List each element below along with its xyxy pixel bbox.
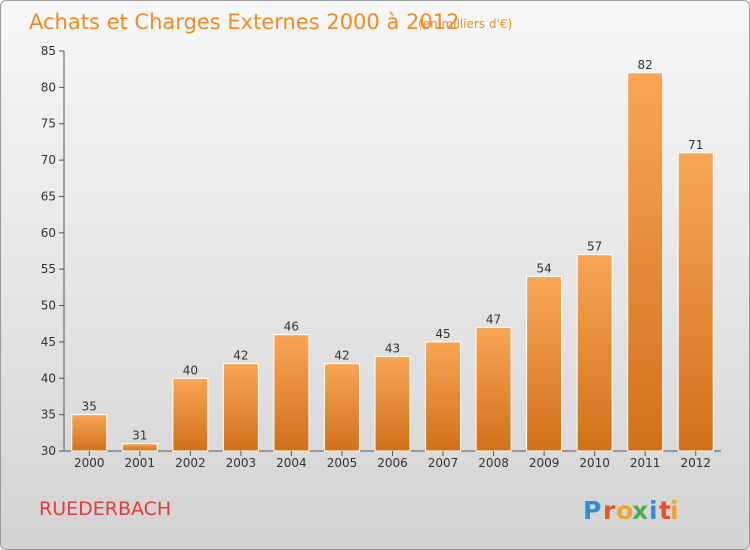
bar-2006 [374, 355, 411, 452]
y-tick-label: 35 [41, 408, 56, 422]
data-label-2001: 31 [132, 429, 147, 443]
data-label-2012: 71 [688, 138, 703, 152]
data-label-2003: 42 [233, 349, 248, 363]
logo-letter: x [632, 496, 648, 525]
x-axis-ticks: 2000 2001 2002 2003 2004 2005 2006 2007 2008 2009… [74, 451, 711, 470]
x-tick-label-2001: 2001 [125, 456, 156, 470]
bar-2008 [475, 326, 512, 452]
logo-letter: o [616, 496, 633, 525]
bar-2010 [576, 254, 613, 452]
x-tick-label-2011: 2011 [630, 456, 661, 470]
bar-2004 [273, 334, 310, 452]
bar-2000 [71, 414, 108, 452]
y-tick-label: 60 [41, 226, 56, 240]
y-tick-label: 40 [41, 371, 56, 385]
bar-2011 [627, 72, 664, 452]
logo-letter: P [583, 496, 601, 525]
y-tick-label: 30 [41, 444, 56, 458]
y-axis-ticks: 30 35 40 45 50 55 60 65 70 75 80 85 [41, 44, 64, 458]
y-tick-label: 50 [41, 299, 56, 313]
data-label-2007: 45 [435, 327, 450, 341]
x-tick-label-2003: 2003 [226, 456, 257, 470]
x-tick-label-2007: 2007 [428, 456, 459, 470]
y-tick-label: 70 [41, 153, 56, 167]
bar-2007 [425, 341, 462, 452]
data-label-2000: 35 [82, 400, 97, 414]
x-tick-label-2009: 2009 [529, 456, 560, 470]
x-tick-label-2012: 2012 [680, 456, 711, 470]
x-tick-label-2010: 2010 [579, 456, 610, 470]
logo-letter: i [670, 496, 679, 525]
data-label-2005: 42 [334, 349, 349, 363]
y-tick-label: 45 [41, 335, 56, 349]
bar-2002 [172, 377, 209, 452]
data-label-2002: 40 [183, 363, 198, 377]
y-tick-label: 80 [41, 80, 56, 94]
y-tick-label: 55 [41, 262, 56, 276]
logo-letter: i [649, 496, 658, 525]
data-label-2011: 82 [638, 58, 653, 72]
logo-letter: r [603, 496, 616, 525]
bar-2003 [222, 363, 259, 452]
bar-2012 [677, 152, 714, 452]
data-label-2004: 46 [284, 320, 299, 334]
x-tick-label-2000: 2000 [74, 456, 105, 470]
x-tick-label-2004: 2004 [276, 456, 307, 470]
x-tick-label-2005: 2005 [327, 456, 358, 470]
chart-subtitle: (en milliers d'€) [418, 17, 512, 31]
x-tick-label-2002: 2002 [175, 456, 206, 470]
y-tick-label: 75 [41, 117, 56, 131]
x-tick-label-2006: 2006 [377, 456, 408, 470]
bar-2005 [323, 363, 360, 452]
data-label-2009: 54 [536, 261, 551, 275]
data-label-2008: 47 [486, 312, 501, 326]
data-label-2006: 43 [385, 341, 400, 355]
y-tick-label: 65 [41, 189, 56, 203]
commune-name: RUEDERBACH [39, 498, 171, 520]
chart-title: Achats et Charges Externes 2000 à 2012 [29, 10, 459, 34]
bars-group: 35 31 40 42 46 42 43 45 47 54 57 82 71 [71, 58, 714, 452]
bar-2009 [526, 275, 563, 452]
data-label-2010: 57 [587, 240, 602, 254]
bar-2001 [121, 443, 158, 452]
logo-letter: t [659, 496, 671, 525]
y-tick-label: 85 [41, 44, 56, 58]
x-tick-label-2008: 2008 [478, 456, 509, 470]
